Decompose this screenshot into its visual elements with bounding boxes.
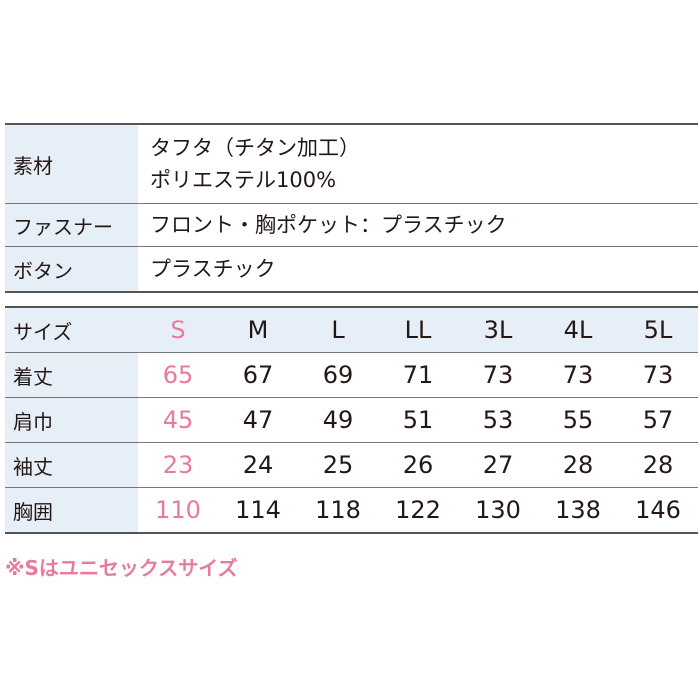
measure-value: 122 [395, 496, 441, 524]
measure-value: 25 [322, 451, 354, 479]
spec-label: ボタン [5, 247, 138, 291]
size-row: 肩巾 45 47 49 51 53 55 57 [5, 398, 698, 443]
size-row: 着丈 65 67 69 71 73 73 73 [5, 353, 698, 398]
size-name: M [247, 316, 269, 344]
measure-value: 138 [555, 496, 601, 524]
measure-value: 146 [635, 496, 681, 524]
measure-value: 73 [642, 361, 674, 389]
measure-value: 57 [642, 406, 674, 434]
measure-value: 110 [155, 496, 201, 524]
size-name: L [331, 316, 345, 344]
measure-value: 28 [642, 451, 674, 479]
spec-label: ファスナー [5, 204, 138, 246]
size-table: サイズ S M L LL 3L 4L 5L 着丈 65 67 69 71 73 73 73 肩巾 45 47 49 51… [5, 306, 698, 534]
measure-value: 51 [402, 406, 434, 434]
measure-value: 67 [242, 361, 274, 389]
measure-value: 73 [562, 361, 594, 389]
measure-value: 45 [162, 406, 194, 434]
spec-value: フロント・胸ポケット：プラスチック [138, 204, 698, 246]
measure-value: 47 [242, 406, 274, 434]
measure-label: 胸囲 [5, 488, 138, 532]
measure-value: 65 [162, 361, 194, 389]
measure-value: 71 [402, 361, 434, 389]
spec-line: タフタ（チタン加工） [150, 136, 360, 160]
spec-line: ポリエステル100% [150, 168, 337, 192]
size-name: 5L [643, 316, 673, 344]
measure-value: 28 [562, 451, 594, 479]
measure-value: 73 [482, 361, 514, 389]
measure-value: 69 [322, 361, 354, 389]
spec-row: 素材 タフタ（チタン加工） ポリエステル100% [5, 125, 698, 204]
spec-value: プラスチック [138, 247, 698, 291]
measure-value: 27 [482, 451, 514, 479]
measure-label: 着丈 [5, 353, 138, 397]
measure-value: 24 [242, 451, 274, 479]
size-name: 4L [563, 316, 593, 344]
measure-value: 26 [402, 451, 434, 479]
header-label: サイズ [5, 308, 138, 352]
spec-table: 素材 タフタ（チタン加工） ポリエステル100% ファスナー フロント・胸ポケット：プラ… [5, 123, 698, 293]
spec-value: タフタ（チタン加工） ポリエステル100% [138, 125, 698, 203]
measure-value: 23 [162, 451, 194, 479]
spec-line: プラスチック [150, 257, 276, 281]
measure-value: 130 [475, 496, 521, 524]
spec-label: 素材 [5, 125, 138, 203]
size-name: 3L [483, 316, 513, 344]
spec-row: ファスナー フロント・胸ポケット：プラスチック [5, 204, 698, 247]
size-header: サイズ S M L LL 3L 4L 5L [5, 308, 698, 353]
note: ※Sはユニセックスサイズ [5, 556, 238, 580]
spec-row: ボタン プラスチック [5, 247, 698, 291]
measure-value: 53 [482, 406, 514, 434]
measure-value: 114 [235, 496, 281, 524]
spec-line: フロント・胸ポケット：プラスチック [150, 213, 507, 237]
measure-value: 55 [562, 406, 594, 434]
measure-label: 袖丈 [5, 443, 138, 487]
measure-label: 肩巾 [5, 398, 138, 442]
size-name: S [170, 316, 186, 344]
measure-value: 118 [315, 496, 361, 524]
size-row: 袖丈 23 24 25 26 27 28 28 [5, 443, 698, 488]
size-name: LL [404, 316, 432, 344]
size-row: 胸囲 110 114 118 122 130 138 146 [5, 488, 698, 532]
measure-value: 49 [322, 406, 354, 434]
